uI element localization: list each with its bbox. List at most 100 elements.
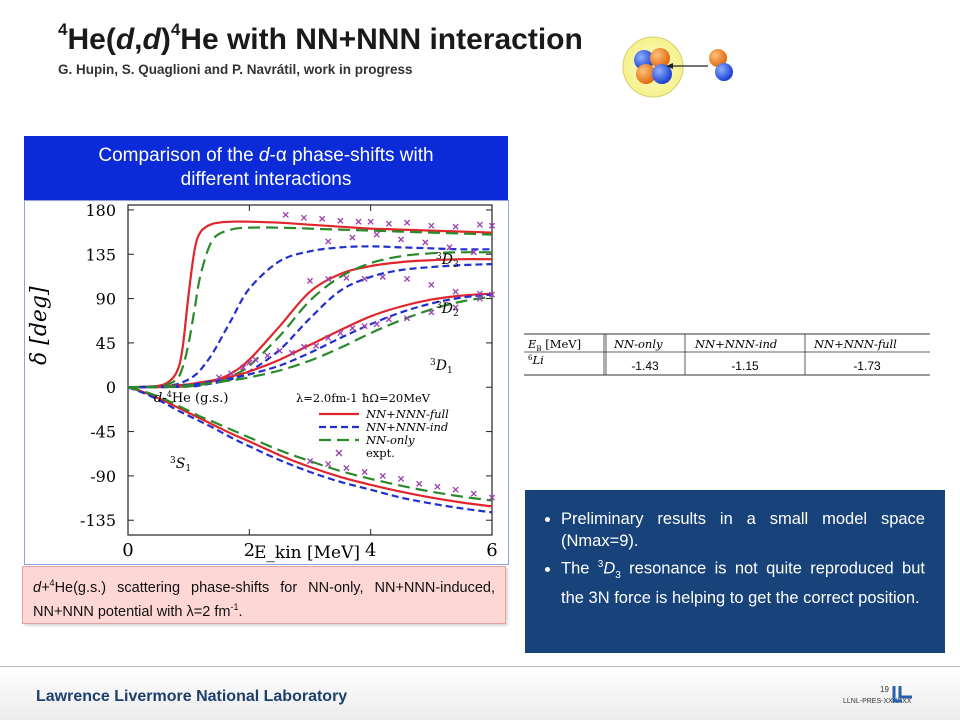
expt-point	[476, 290, 483, 297]
annotation-system: d-4He (g.s.)	[154, 390, 228, 406]
expt-point	[306, 458, 314, 465]
y-tick-label: 0	[106, 378, 116, 397]
expt-point	[452, 288, 459, 295]
legend-swatch-expt	[335, 449, 343, 457]
expt-point	[325, 238, 332, 245]
y-tick-label: 90	[96, 290, 116, 309]
expt-point	[488, 222, 496, 229]
expt-point	[252, 356, 259, 363]
table-header-eb: EB [MeV]	[527, 337, 581, 353]
annotation-3d1: 3D1	[430, 358, 453, 376]
document-id: LLNL-PRES-XXXXXX	[843, 698, 912, 705]
conclusions-box: Preliminary results in a small model spa…	[525, 490, 945, 653]
annotation-3s1: 3S1	[170, 456, 191, 474]
table-row-label-li: 6Li	[528, 353, 544, 367]
expt-point	[337, 330, 344, 337]
curve-3d2-nn-only	[127, 251, 493, 389]
bullet-preliminary: Preliminary results in a small model spa…	[561, 508, 925, 552]
table-value-nn-only: -1.43	[631, 359, 659, 373]
legend-label: NN-only	[365, 433, 415, 447]
expt-point	[446, 244, 453, 251]
expt-point	[343, 274, 350, 281]
nuclei-illustration	[622, 36, 733, 98]
expt-point	[470, 249, 477, 256]
figure-caption: d+4He(g.s.) scattering phase-shifts for …	[22, 566, 506, 624]
y-tick-label: 45	[96, 334, 116, 353]
expt-point	[488, 494, 496, 501]
expt-point	[319, 215, 326, 222]
expt-point	[452, 486, 459, 493]
annotation-lambda: λ=2.0fm-1	[296, 391, 358, 405]
expt-point	[361, 275, 368, 282]
y-tick-label: 135	[85, 245, 116, 264]
footer-divider	[0, 666, 960, 667]
legend-label: NN+NNN-ind	[365, 420, 448, 434]
expt-point	[416, 480, 423, 487]
expt-point	[306, 277, 314, 284]
expt-point	[361, 323, 368, 330]
legend-label: expt.	[366, 446, 395, 460]
y-tick-label: -45	[90, 423, 116, 442]
expt-point	[240, 364, 247, 371]
expt-point	[470, 490, 477, 497]
expt-point	[325, 461, 332, 468]
x-tick-label: 0	[122, 540, 133, 561]
x-axis-label: E_kin [MeV]	[254, 543, 360, 563]
comparison-banner: Comparison of the d-α phase-shifts with …	[24, 136, 508, 200]
expt-points	[215, 211, 496, 501]
expt-point	[343, 464, 350, 472]
curve-3d3-nn-nnn-full	[127, 220, 493, 389]
curve-3d3-nn-only	[127, 226, 493, 389]
expt-point	[215, 374, 223, 381]
expt-point	[246, 359, 253, 366]
expt-point	[337, 217, 344, 224]
table-header-nn-only: NN-only	[613, 337, 663, 351]
curves	[127, 220, 493, 514]
table-value-nn-nnn-ind: -1.15	[731, 359, 759, 373]
curve-3d1-nn-nnn-ind	[127, 293, 493, 389]
binding-energy-table: EB [MeV] NN-only NN+NNN-ind NN+NNN-full …	[524, 333, 930, 376]
annotation-homega: ħΩ=20MeV	[362, 391, 431, 405]
expt-point	[355, 218, 362, 225]
expt-point	[288, 349, 295, 356]
expt-point	[397, 236, 405, 243]
annotation-3d3: 3D3	[436, 252, 459, 270]
expt-point	[282, 211, 289, 218]
expt-point	[361, 468, 368, 476]
x-tick-label: 6	[486, 540, 497, 561]
slide-subtitle: G. Hupin, S. Quaglioni and P. Navrátil, …	[58, 62, 413, 77]
expt-point	[385, 316, 392, 323]
y-ticks: 180 135 90 45 0 -45 -90 -135	[80, 201, 492, 530]
llnl-logo-icon	[892, 686, 912, 703]
table-header-nn-nnn-full: NN+NNN-full	[813, 337, 897, 351]
annotations: d-4He (g.s.) λ=2.0fm-1 ħΩ=20MeV 3D3 3D2 3D1 3S…	[154, 252, 459, 474]
expt-point	[404, 275, 411, 282]
expt-point	[379, 472, 386, 479]
legend-label: NN+NNN-full	[365, 407, 449, 421]
y-tick-label: -135	[80, 511, 116, 530]
table-value-nn-nnn-full: -1.73	[853, 359, 881, 373]
lab-name: Lawrence Livermore National Laboratory	[36, 688, 348, 705]
expt-point	[422, 239, 429, 246]
annotation-3d2: 3D2	[436, 301, 459, 319]
x-tick-label: 2	[244, 540, 255, 561]
y-tick-label: 180	[85, 201, 116, 220]
banner-line-2: different interactions	[180, 169, 352, 190]
expt-point	[349, 325, 356, 332]
table-header-nn-nnn-ind: NN+NNN-ind	[694, 337, 777, 351]
expt-point	[385, 220, 392, 227]
expt-point	[349, 234, 356, 241]
expt-point	[313, 342, 320, 349]
expt-point	[452, 223, 459, 230]
plot-axes-box	[127, 204, 493, 536]
expt-point	[476, 221, 483, 228]
expt-point	[452, 304, 459, 311]
expt-point	[428, 281, 435, 288]
expt-point	[397, 475, 405, 482]
expt-point	[476, 295, 483, 302]
slide-title: 4He(d,d)4He with NN+NNN interaction	[58, 20, 583, 56]
page-number: 19	[880, 685, 889, 694]
expt-point	[404, 219, 411, 226]
banner-line-1: Comparison of the d-α phase-shifts with	[98, 145, 434, 166]
